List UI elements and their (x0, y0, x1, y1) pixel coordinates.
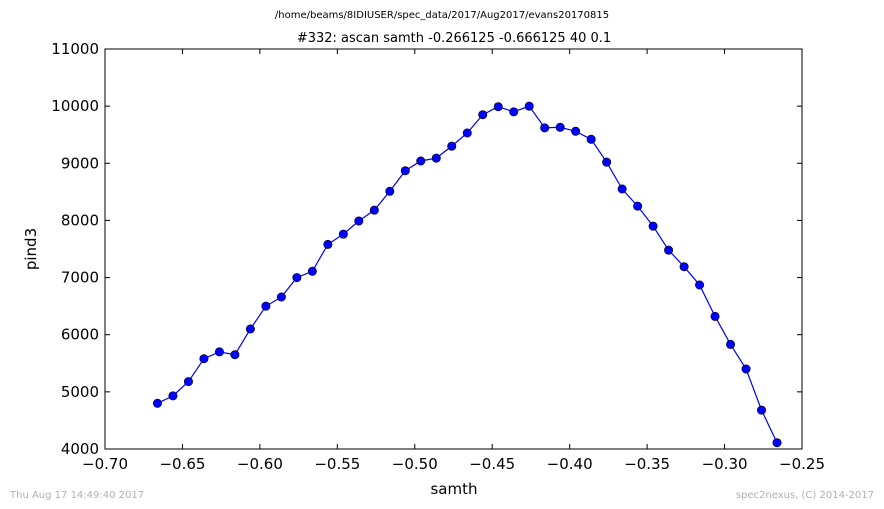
y-tick-label: 8000 (61, 211, 99, 229)
data-point (493, 102, 503, 112)
data-point (757, 405, 767, 415)
x-tick-label: −0.55 (314, 455, 360, 473)
footer-timestamp: Thu Aug 17 14:49:40 2017 (9, 490, 144, 501)
data-point (307, 266, 317, 276)
axis-ticks (104, 48, 803, 450)
data-point (540, 123, 550, 133)
data-point (276, 292, 286, 302)
data-point (292, 273, 302, 283)
data-point (555, 122, 565, 132)
footer-credit: spec2nexus, (C) 2014-2017 (736, 490, 874, 501)
data-point (633, 201, 643, 211)
data-series (152, 101, 782, 448)
y-tick-label: 6000 (61, 326, 99, 344)
data-point (245, 324, 255, 334)
series-line (157, 105, 778, 443)
data-point (183, 377, 193, 387)
x-tick-label: −0.40 (547, 455, 593, 473)
y-tick-label: 10000 (51, 97, 99, 115)
data-point (571, 126, 581, 136)
data-point (602, 157, 612, 167)
x-tick-label: −0.35 (624, 455, 670, 473)
data-point (354, 216, 364, 226)
x-tick-label: −0.50 (392, 455, 438, 473)
data-point (648, 221, 658, 231)
y-tick-label: 5000 (61, 383, 99, 401)
data-point (338, 229, 348, 239)
x-tick-label: −0.65 (159, 455, 205, 473)
data-point (478, 110, 488, 120)
data-point (230, 350, 240, 360)
data-point (369, 205, 379, 215)
data-point (416, 156, 426, 166)
data-point (400, 166, 410, 176)
y-tick-labels: 4000 5000 6000 7000 8000 9000 10000 11000 (51, 40, 99, 458)
y-tick-label: 7000 (61, 269, 99, 287)
data-point (323, 239, 333, 249)
chart-title: #332: ascan samth -0.266125 -0.666125 40… (297, 31, 611, 46)
data-point (726, 339, 736, 349)
x-tick-label: −0.45 (469, 455, 515, 473)
plot-frame (104, 48, 803, 450)
data-point (214, 347, 224, 357)
x-tick-label: −0.30 (702, 455, 748, 473)
y-tick-label: 9000 (61, 154, 99, 172)
data-point (199, 354, 209, 364)
y-tick-label: 11000 (51, 40, 99, 58)
data-point (524, 101, 534, 111)
data-point (152, 398, 162, 408)
data-point (664, 245, 674, 255)
y-tick-label: 4000 (61, 440, 99, 458)
data-point (679, 262, 689, 272)
x-tick-labels: −0.70 −0.65 −0.60 −0.55 −0.50 −0.45 −0.40 −0.35… (82, 455, 825, 473)
data-point (509, 107, 519, 117)
data-point (431, 153, 441, 163)
data-point (695, 280, 705, 290)
x-tick-label: −0.70 (82, 455, 128, 473)
x-tick-label: −0.60 (237, 455, 283, 473)
data-point (617, 184, 627, 194)
data-point (772, 438, 782, 448)
data-point (385, 186, 395, 196)
data-point (462, 128, 472, 138)
data-point (447, 141, 457, 151)
x-axis-label: samth (430, 480, 477, 498)
file-path: /home/beams/8IDIUSER/spec_data/2017/Aug2… (275, 10, 609, 21)
data-point (261, 301, 271, 311)
data-point (710, 311, 720, 321)
data-point (741, 364, 751, 374)
data-point (168, 391, 178, 401)
data-point (586, 134, 596, 144)
x-tick-label: −0.25 (779, 455, 825, 473)
y-axis-label: pind3 (22, 228, 40, 270)
